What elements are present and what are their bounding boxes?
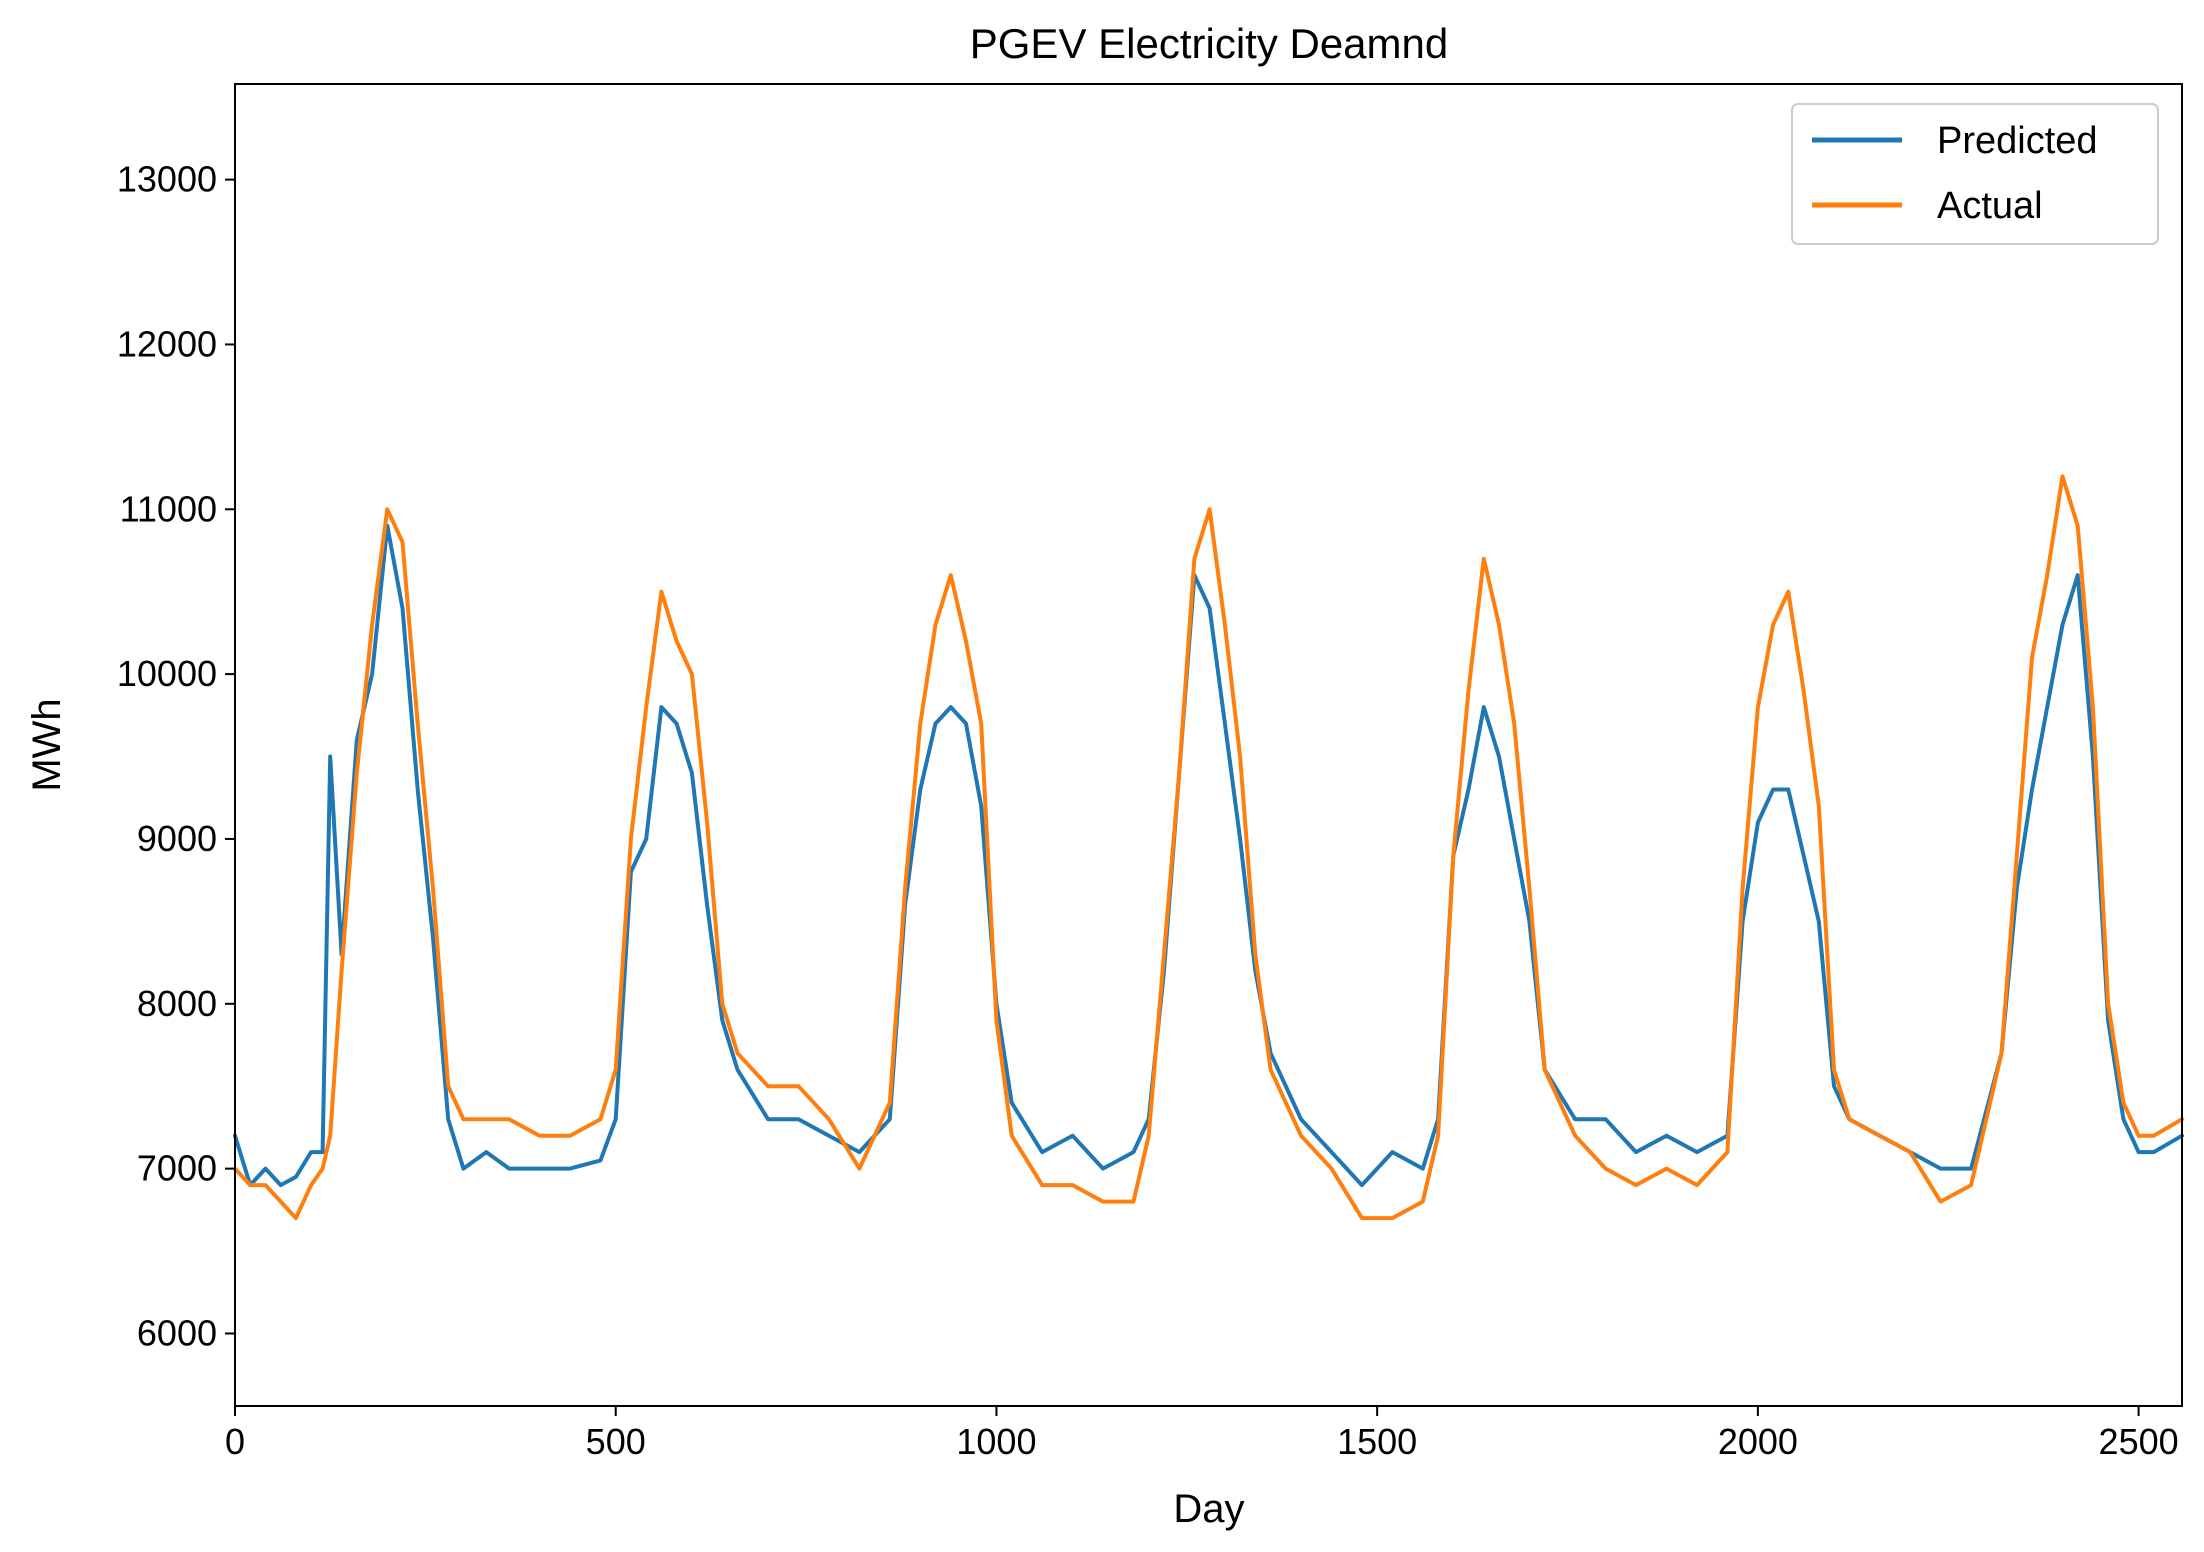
x-tick-label: 1000 [956, 1421, 1036, 1462]
series-line-actual [233, 474, 2184, 1221]
x-tick-label: 2500 [2099, 1421, 2179, 1462]
y-tick-label: 12000 [117, 323, 217, 364]
plot-frame [234, 83, 2183, 1407]
x-tick-label: 1500 [1337, 1421, 1417, 1462]
y-tick-label: 10000 [117, 653, 217, 694]
y-axis-label: MWh [25, 698, 69, 791]
x-axis: 0 500 1000 1500 2000 2500 [225, 1406, 2179, 1462]
y-tick-label: 11000 [120, 488, 217, 529]
y-tick-label: 9000 [137, 818, 217, 859]
y-axis: 6000 7000 8000 9000 10000 11000 12000 13000 [117, 159, 235, 1353]
legend: Predicted Actual [1791, 103, 2159, 245]
y-tick-label: 13000 [117, 159, 217, 200]
x-axis-label: Day [1173, 1487, 1244, 1531]
plot-area [233, 474, 2184, 1221]
x-tick-label: 500 [586, 1421, 646, 1462]
y-tick-label: 7000 [137, 1148, 217, 1189]
y-tick-label: 6000 [137, 1312, 217, 1353]
x-tick-label: 2000 [1718, 1421, 1798, 1462]
y-tick-label: 8000 [137, 983, 217, 1024]
legend-label-actual: Actual [1937, 185, 2043, 227]
chart-title: PGEV Electricity Deamnd [970, 20, 1449, 67]
x-tick-label: 0 [225, 1421, 245, 1462]
legend-label-predicted: Predicted [1937, 120, 2098, 162]
